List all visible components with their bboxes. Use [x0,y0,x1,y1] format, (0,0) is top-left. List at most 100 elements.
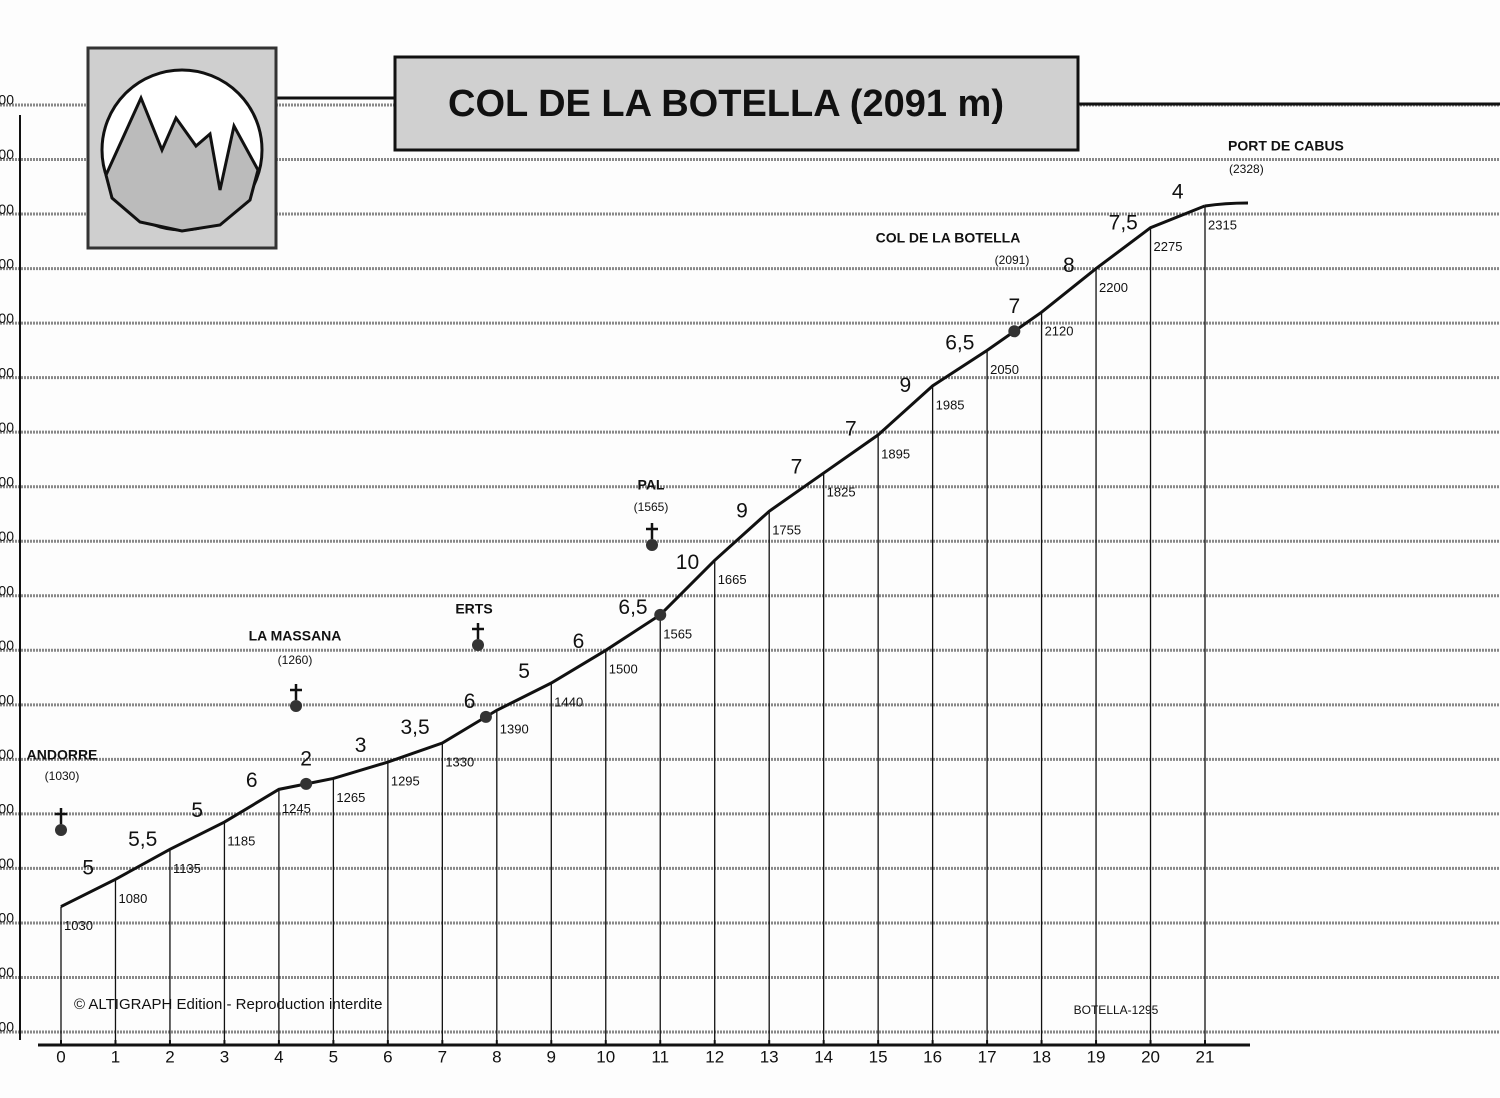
place-dot [300,777,313,790]
village-dot [646,539,658,551]
y-tick-label: 2100 [0,310,14,326]
profile-end [1204,201,1249,208]
logo [100,68,264,233]
logo-mountains [104,94,260,233]
x-tick-label: 21 [1196,1047,1215,1066]
y-tick-label: 1000 [0,910,14,926]
x-tick-label: 4 [274,1047,283,1066]
place-altitude: (2091) [995,253,1030,267]
altitude-label: 1330 [445,754,474,769]
place-dot [654,608,667,621]
gradient-label: 6,5 [945,332,974,355]
place-dot [479,710,492,723]
gradient-label: 2 [300,747,312,770]
altitude-label: 1565 [663,626,692,641]
altitude-label: 1500 [609,662,638,677]
altitude-label: 1245 [282,801,311,816]
copyright: © ALTIGRAPH Edition - Reproduction inter… [74,996,382,1013]
gradient-label: 7 [845,418,857,441]
y-tick-label: 2000 [0,364,14,380]
altitude-label: 2315 [1208,217,1237,232]
altitude-label: 1080 [118,891,147,906]
gradient-label: 9 [736,499,748,522]
y-tick-label: 2500 [0,92,14,108]
altitude-label: 1030 [64,918,93,933]
altitude-label: 1985 [936,397,965,412]
x-tick-label: 15 [869,1047,888,1066]
gradient-label: 9 [900,374,912,397]
x-tick-label: 3 [220,1047,229,1066]
gradient-label: 3,5 [400,716,429,739]
y-tick-label: 2400 [0,146,14,162]
x-tick-label: 5 [329,1047,338,1066]
altitude-label: 1895 [881,446,910,461]
altitude-label: 1755 [772,523,801,538]
title-box [393,55,1080,152]
gradient-label: 7 [1008,295,1020,318]
place-altitude: (1565) [634,500,669,514]
altitude-label: 1825 [827,485,856,500]
x-tick-label: 19 [1087,1047,1106,1066]
gradient-label: 6 [573,630,585,653]
y-tick-label: 1500 [0,637,14,653]
x-tick-label: 12 [705,1047,724,1066]
place-altitude: (1030) [45,769,80,783]
altitude-label: 2275 [1154,239,1183,254]
altitude-label: 1440 [554,694,583,709]
reference: BOTELLA-1295 [1074,1003,1159,1017]
x-tick-label: 8 [492,1047,501,1066]
altitude-label: 2120 [1045,324,1074,339]
place-name: ANDORRE [27,747,98,763]
gradient-label: 5 [191,799,203,822]
x-tick-label: 6 [383,1047,392,1066]
x-tick-label: 20 [1141,1047,1160,1066]
village-dot [290,700,302,712]
altitude-label: 1390 [500,722,529,737]
gradient-label: 5 [82,856,94,879]
y-tick-label: 1600 [0,582,14,598]
place-altitude: (2328) [1229,162,1264,176]
place-name: COL DE LA BOTELLA [876,230,1021,246]
gradient-label: 3 [355,734,367,757]
village-dot [55,824,67,836]
gradient-label: 6 [246,769,258,792]
y-tick-label: 1100 [0,855,14,871]
place-name: PORT DE CABUS [1228,138,1344,154]
x-tick-label: 2 [165,1047,174,1066]
x-tick-label: 14 [814,1047,833,1066]
place-altitude: (1260) [278,653,313,667]
x-tick-label: 10 [596,1047,615,1066]
place-name: LA MASSANA [249,628,342,644]
gradient-label: 7 [791,456,803,479]
x-tick-label: 17 [978,1047,997,1066]
x-tick-label: 0 [56,1047,65,1066]
place-dot [1008,325,1021,338]
y-tick-label: 1200 [0,801,14,817]
x-tick-label: 13 [760,1047,779,1066]
village-dot [472,639,484,651]
grid [0,103,1500,1034]
gradient-label: 8 [1063,254,1075,277]
chart-title: COL DE LA BOTELLA (2091 m) [448,83,1004,125]
y-tick-label: 800 [0,1019,14,1035]
y-tick-label: 1800 [0,473,14,489]
y-tick-label: 1400 [0,692,14,708]
altitude-label: 1135 [173,861,201,876]
place-name: PAL [638,477,665,493]
gradient-label: 6,5 [618,596,647,619]
altitude-label: 2050 [990,362,1019,377]
x-tick-label: 11 [651,1047,669,1066]
gradient-label: 10 [676,551,699,574]
x-tick-label: 18 [1032,1047,1051,1066]
y-tick-label: 1700 [0,528,14,544]
y-tick-label: 1900 [0,419,14,435]
altitude-label: 1265 [336,790,365,805]
y-tick-label: 2300 [0,201,14,217]
gradient-label: 5 [518,660,530,683]
altitude-label: 1185 [227,833,255,848]
place-name: ERTS [455,601,492,617]
altitude-label: 1295 [391,774,420,789]
gradient-label: 4 [1172,180,1184,203]
gradient-label: 6 [464,690,476,713]
